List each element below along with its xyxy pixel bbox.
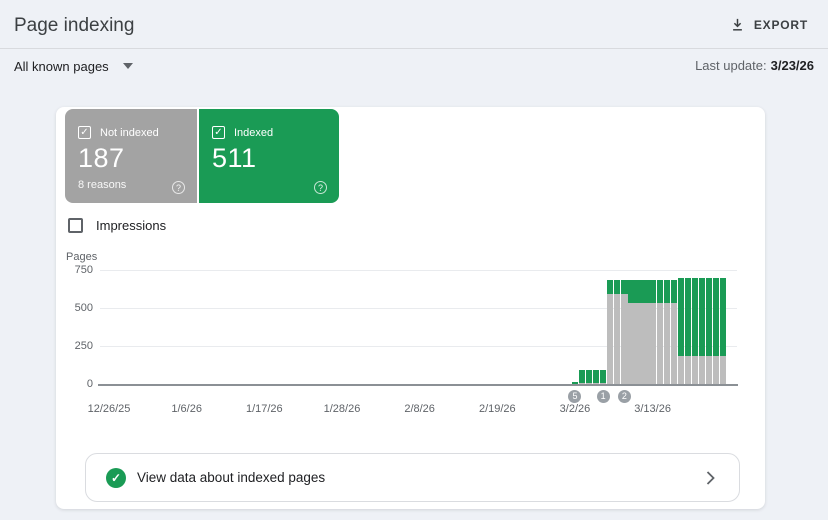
indexed-checkbox[interactable]: ✓ [212, 126, 225, 139]
bar-not-indexed [621, 294, 628, 384]
bar-not-indexed [670, 302, 677, 384]
check-circle-icon: ✓ [106, 468, 126, 488]
x-tick-label: 2/19/26 [478, 403, 516, 415]
page-title: Page indexing [14, 15, 135, 36]
indexed-card[interactable]: ✓ Indexed 511 ? [199, 109, 339, 203]
download-icon [730, 17, 745, 32]
bar-indexed [720, 277, 727, 356]
bar-not-indexed [600, 382, 607, 384]
last-update-label: Last update: [695, 58, 767, 73]
last-update-value: 3/23/26 [770, 58, 814, 73]
bar-indexed [670, 280, 677, 303]
bar-not-indexed [698, 355, 706, 384]
bar-indexed [585, 370, 593, 383]
bar-indexed [600, 370, 607, 383]
bar-indexed [621, 280, 628, 295]
y-tick-label: 0 [86, 378, 93, 390]
bar-not-indexed [585, 382, 593, 384]
indexed-count: 511 [212, 143, 257, 173]
y-tick-label: 500 [74, 302, 93, 314]
x-tick-label: 3/13/26 [634, 403, 671, 415]
bar-indexed [663, 280, 670, 303]
x-axis-line [98, 384, 738, 386]
bar-indexed [656, 280, 663, 303]
y-axis-title: Pages [66, 251, 98, 263]
help-icon[interactable]: ? [172, 181, 185, 194]
x-tick-label: 1/6/26 [171, 403, 202, 415]
x-tick-label: 2/8/26 [404, 403, 435, 415]
bar-not-indexed [720, 355, 727, 384]
bar-not-indexed [614, 294, 621, 384]
page-scope-dropdown[interactable]: All known pages [14, 56, 133, 76]
impressions-label: Impressions [96, 218, 167, 233]
bar-indexed [698, 277, 706, 356]
bar-indexed [635, 280, 642, 303]
help-icon[interactable]: ? [314, 181, 327, 194]
bar-not-indexed [713, 355, 720, 384]
bar-indexed [607, 280, 614, 295]
gridline [100, 308, 737, 309]
not-indexed-checkbox[interactable]: ✓ [78, 126, 91, 139]
bar-not-indexed [607, 294, 614, 384]
scope-label: All known pages [14, 58, 109, 74]
bar-indexed [705, 277, 713, 356]
bar-not-indexed [691, 355, 699, 384]
not-indexed-card[interactable]: ✓ Not indexed 187 8 reasons ? [65, 109, 197, 203]
x-tick-label: 1/28/26 [323, 403, 361, 415]
chevron-right-icon [706, 470, 715, 491]
bar-indexed [684, 277, 692, 356]
bar-indexed [642, 280, 649, 303]
chart-annotation-marker[interactable]: 1 [596, 390, 610, 403]
bar-not-indexed [656, 302, 663, 384]
export-label: EXPORT [753, 17, 808, 32]
bar-indexed [677, 277, 684, 356]
bar-not-indexed [635, 302, 642, 384]
y-tick-label: 750 [74, 264, 93, 276]
view-indexed-data-row[interactable]: ✓ View data about indexed pages [85, 453, 740, 502]
bar-not-indexed [663, 302, 670, 384]
x-tick-label: 3/2/26 [559, 403, 591, 415]
bar-not-indexed [705, 355, 713, 384]
export-button[interactable]: EXPORT [724, 13, 814, 36]
header-divider [0, 48, 828, 49]
bar-indexed [571, 381, 579, 384]
bar-not-indexed [628, 302, 635, 384]
page-indexing-panel: ✓ Not indexed 187 8 reasons ? ✓ Indexed … [56, 107, 765, 509]
not-indexed-label: Not indexed [100, 127, 159, 139]
bar-not-indexed [677, 355, 684, 384]
impressions-checkbox[interactable] [68, 218, 83, 233]
bar-not-indexed [592, 382, 600, 384]
not-indexed-reasons: 8 reasons [78, 179, 127, 191]
bar-indexed [578, 370, 586, 383]
x-tick-label: 12/26/25 [87, 403, 131, 415]
not-indexed-count: 187 [78, 143, 125, 173]
gridline [100, 346, 737, 347]
bar-not-indexed [578, 382, 586, 384]
bar-indexed [649, 280, 656, 303]
view-indexed-data-label: View data about indexed pages [137, 470, 326, 485]
impressions-toggle[interactable]: Impressions [68, 218, 166, 233]
bar-indexed [614, 280, 621, 295]
bar-indexed [713, 277, 720, 356]
bar-indexed [592, 370, 600, 383]
gridline [100, 270, 737, 271]
bar-indexed [628, 280, 635, 303]
chevron-down-icon [122, 63, 133, 69]
bar-not-indexed [649, 302, 656, 384]
last-update: Last update: 3/23/26 [695, 58, 814, 73]
chart-annotation-marker[interactable]: 5 [568, 390, 582, 403]
chart-annotation-marker[interactable]: 2 [617, 390, 631, 403]
indexed-label: Indexed [234, 127, 274, 139]
y-tick-label: 250 [74, 340, 93, 352]
bar-not-indexed [642, 302, 649, 384]
bar-indexed [691, 277, 699, 356]
bar-not-indexed [684, 355, 692, 384]
x-tick-label: 1/17/26 [245, 403, 283, 415]
